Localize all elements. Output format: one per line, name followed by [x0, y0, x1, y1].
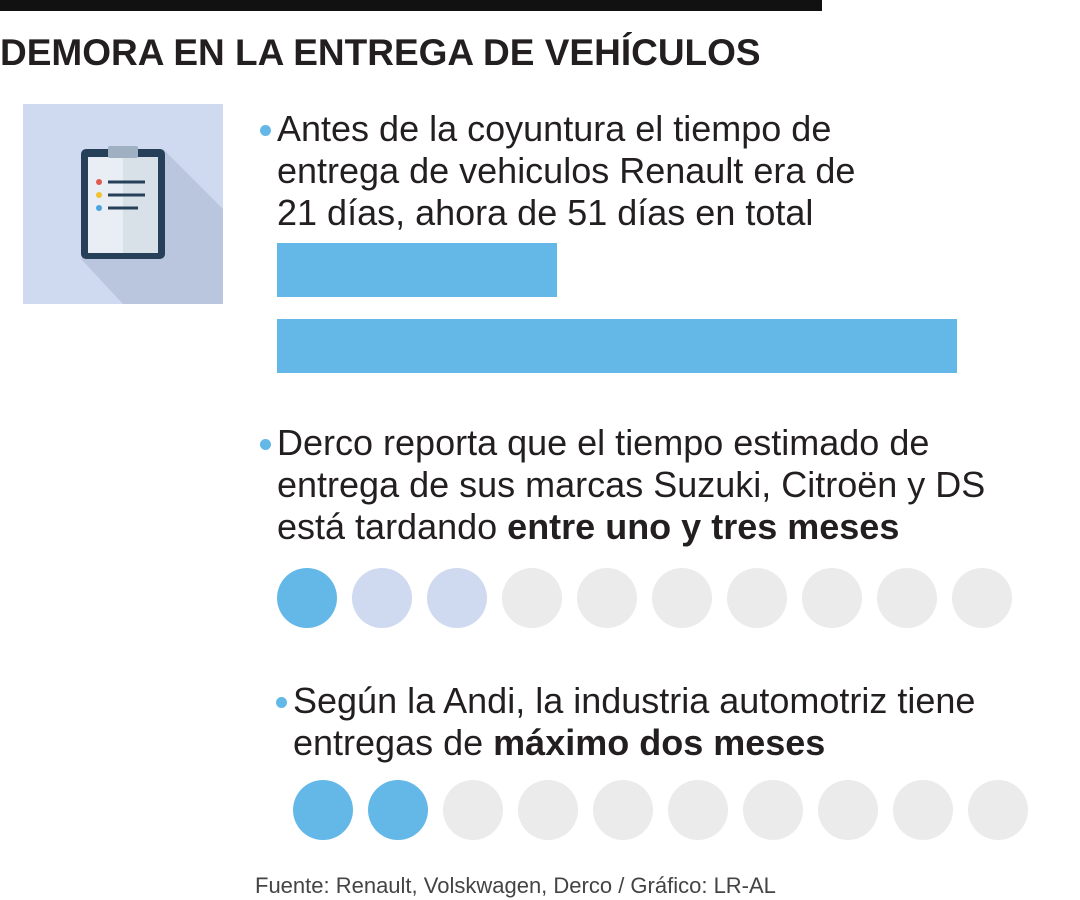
dot-empty [593, 780, 653, 840]
dot-empty [727, 568, 787, 628]
dot-empty [577, 568, 637, 628]
dot-empty [668, 780, 728, 840]
dot-filled [368, 780, 428, 840]
dot-empty [802, 568, 862, 628]
text-line: 21 días, ahora de 51 días en total [277, 192, 814, 233]
dot-empty [952, 568, 1012, 628]
source: Fuente: Renault, Volskwagen, Derco / Grá… [255, 873, 776, 898]
dot-partial [352, 568, 412, 628]
bar [277, 319, 957, 373]
bullet-derco: Derco reporta que el tiempo estimado de e… [259, 422, 986, 548]
bar [277, 243, 557, 297]
text-line: Derco reporta que el tiempo estimado de [277, 422, 930, 463]
bullet-andi: Según la Andi, la industria automotriz t… [275, 680, 976, 764]
dot-empty [893, 780, 953, 840]
text-line: Según la Andi, la industria automotriz t… [293, 680, 976, 721]
text-segment: está tardando [277, 506, 498, 547]
dot-empty [743, 780, 803, 840]
top-rule [0, 0, 822, 11]
dot-empty [652, 568, 712, 628]
text-segment: entregas de [293, 722, 484, 763]
text-line: entregas de máximo dos meses [293, 722, 975, 764]
dot-partial [427, 568, 487, 628]
text-line: entrega de sus marcas Suzuki, Citroën y … [277, 464, 986, 505]
dot-empty [968, 780, 1028, 840]
icon [23, 104, 223, 304]
dot-empty [818, 780, 878, 840]
title: DEMORA EN LA ENTREGA DE VEHÍCULOS [0, 32, 761, 73]
dot-empty [877, 568, 937, 628]
text-bold: entre uno y tres meses [507, 506, 900, 547]
dot-filled [277, 568, 337, 628]
text-line: entrega de vehiculos Renault era de [277, 150, 856, 191]
text-line: Antes de la coyuntura el tiempo de [277, 108, 832, 149]
text-line: está tardando entre uno y tres meses [277, 506, 985, 548]
text-bold: máximo dos meses [493, 722, 826, 763]
bar-chart [277, 243, 957, 373]
dot-filled [293, 780, 353, 840]
dots-andi [293, 780, 1028, 840]
dot-empty [502, 568, 562, 628]
dot-empty [518, 780, 578, 840]
bullet-renault: Antes de la coyuntura el tiempo de entreg… [259, 108, 856, 234]
dots-derco [277, 568, 1012, 628]
dot-empty [443, 780, 503, 840]
